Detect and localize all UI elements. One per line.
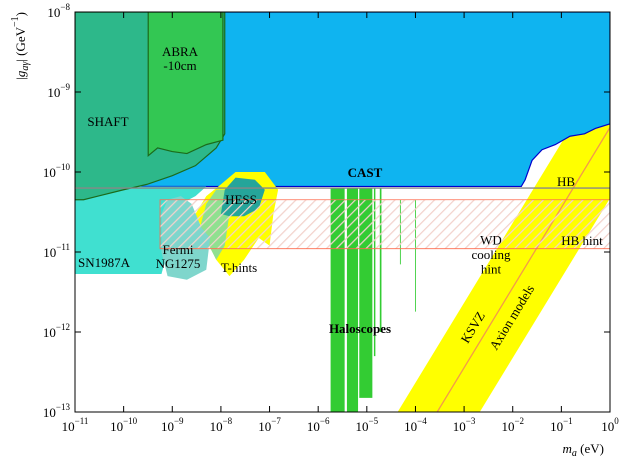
hatched-band <box>159 199 610 250</box>
region-label: Haloscopes <box>329 321 391 336</box>
x-tick-label: 10−1 <box>550 416 573 434</box>
x-tick-label: 10−11 <box>62 416 89 434</box>
x-tick-label: 10−9 <box>161 416 184 434</box>
x-tick-label: 10−6 <box>307 416 330 434</box>
x-tick-label: 10−5 <box>356 416 379 434</box>
region-label: SHAFT <box>87 114 128 129</box>
y-axis-label: |gaγ| (GeV−1) <box>10 12 31 80</box>
y-tick-label: 10−9 <box>47 82 70 100</box>
x-tick-label: 10−7 <box>258 416 281 434</box>
region-label: CAST <box>348 165 383 180</box>
x-tick-label: 10−4 <box>404 416 427 434</box>
region <box>147 12 224 157</box>
y-tick-label: 10−10 <box>43 162 71 180</box>
axes: 10−11 10−10 10−9 10−8 10−7 10−6 10−5 10−4 10−3 10… <box>10 2 619 459</box>
x-tick-label: 100 <box>601 416 619 434</box>
region-label: HB hint <box>561 233 603 248</box>
x-tick-label: 10−8 <box>210 416 233 434</box>
y-tick-label: 10−8 <box>47 2 70 20</box>
plot-frame <box>74 11 611 413</box>
region-label: ABRA -10cm <box>162 44 199 73</box>
y-tick-label: 10−11 <box>43 242 70 260</box>
region-label: T-hints <box>221 260 257 275</box>
x-tick-label: 10−10 <box>110 416 138 434</box>
x-tick-label: 10−3 <box>453 416 476 434</box>
region-label: HB <box>557 174 575 189</box>
regions <box>75 12 610 412</box>
x-tick-label: 10−2 <box>501 416 524 434</box>
region-label: Fermi NG1275 <box>156 242 201 271</box>
x-axis-label: ma (eV) <box>563 441 604 459</box>
region-label: SN1987A <box>78 255 131 270</box>
line <box>436 127 610 412</box>
region-label: HESS <box>225 192 257 207</box>
y-tick-label: 10−12 <box>43 322 70 340</box>
annotation: WD cooling hint <box>472 233 511 277</box>
y-tick-label: 10−13 <box>43 402 71 420</box>
